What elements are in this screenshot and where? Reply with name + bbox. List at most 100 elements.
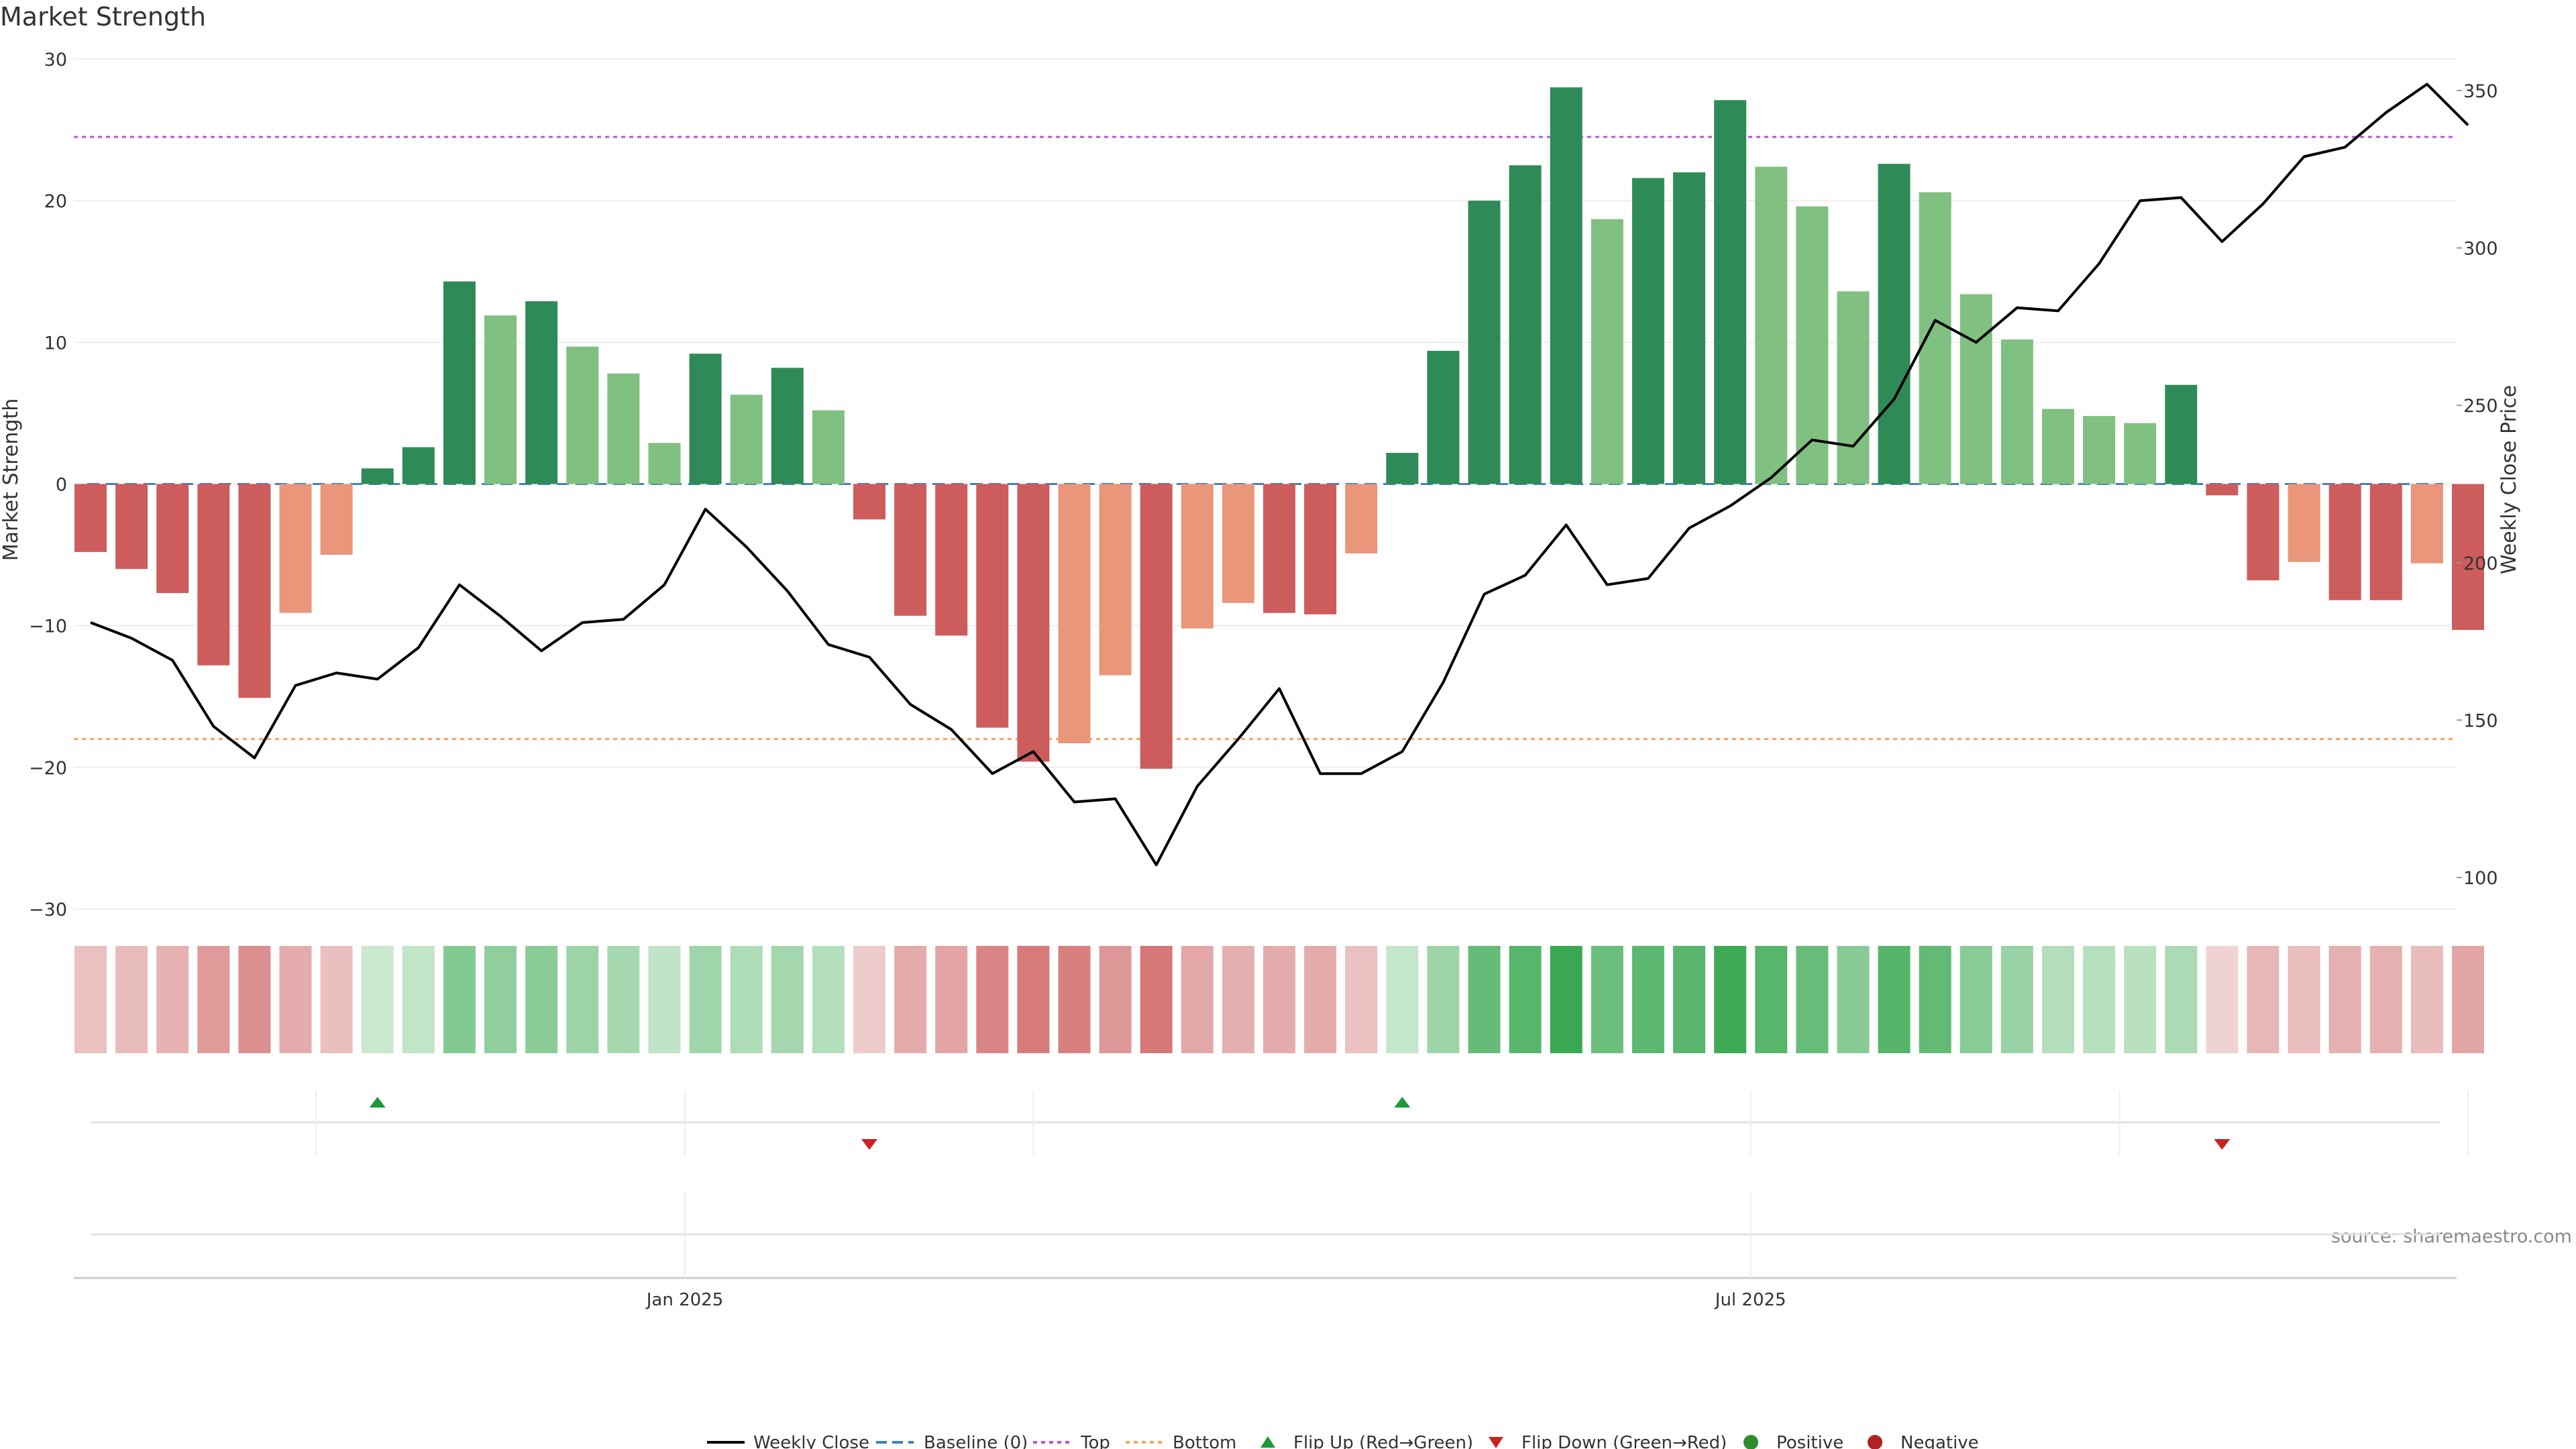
strength-bar bbox=[1591, 219, 1623, 484]
strength-bar bbox=[1468, 201, 1501, 484]
legend-label: Negative bbox=[1900, 1433, 1979, 1449]
strength-bar bbox=[1960, 294, 1992, 484]
right-axis-label: Weekly Close Price bbox=[2498, 385, 2521, 574]
strength-bar bbox=[2041, 409, 2074, 484]
legend-flip-up-marker bbox=[1260, 1436, 1275, 1448]
legend-dot-marker bbox=[1743, 1435, 1758, 1449]
heat-cell bbox=[361, 946, 394, 1053]
heat-cell bbox=[1058, 946, 1091, 1053]
heat-cell bbox=[1878, 946, 1911, 1053]
heat-cell bbox=[689, 946, 722, 1053]
strength-bar bbox=[1304, 484, 1337, 614]
legend-label: Baseline (0) bbox=[924, 1433, 1028, 1449]
strength-bar bbox=[2247, 484, 2279, 581]
strength-bar bbox=[1673, 172, 1706, 484]
strength-bar bbox=[2369, 484, 2402, 600]
right-tick-label: 300 bbox=[2463, 239, 2498, 260]
legend-label: Positive bbox=[1776, 1433, 1843, 1449]
strength-bars bbox=[74, 87, 2484, 769]
heat-cell bbox=[730, 946, 763, 1053]
right-tick-label: 150 bbox=[2463, 710, 2498, 731]
strength-bar bbox=[1181, 484, 1214, 629]
heat-cell bbox=[1468, 946, 1501, 1053]
legend-dot-marker bbox=[1868, 1435, 1882, 1449]
heat-cell bbox=[2206, 946, 2239, 1053]
heat-cell bbox=[2369, 946, 2402, 1053]
left-tick-label: 20 bbox=[44, 191, 67, 212]
heat-cell bbox=[2000, 946, 2033, 1053]
left-tick-label: −30 bbox=[29, 900, 67, 920]
heat-cell bbox=[935, 946, 968, 1053]
left-axis-label: Market Strength bbox=[0, 398, 23, 561]
source-credit: source: sharemaestro.com bbox=[2331, 1226, 2572, 1247]
strength-bar bbox=[320, 484, 353, 555]
flip-events-panel bbox=[91, 1090, 2469, 1236]
strength-bar bbox=[443, 281, 476, 484]
heat-cell bbox=[1345, 946, 1378, 1053]
heat-cell bbox=[1714, 946, 1747, 1053]
strength-bar bbox=[812, 410, 845, 484]
heat-cell bbox=[2452, 946, 2484, 1053]
strength-bar bbox=[402, 447, 435, 484]
left-tick-label: 0 bbox=[56, 475, 67, 496]
strength-bar bbox=[1550, 87, 1582, 484]
x-tick-label: Jul 2025 bbox=[1714, 1290, 1786, 1310]
legend: Weekly Close Baseline (0) Top Bottom Flip Up… bbox=[707, 1433, 1979, 1449]
strength-bar bbox=[1509, 165, 1542, 484]
heat-cell bbox=[1304, 946, 1337, 1053]
heat-cell bbox=[197, 946, 230, 1053]
heat-cell bbox=[1263, 946, 1295, 1053]
heat-cell bbox=[2124, 946, 2157, 1053]
heat-cell bbox=[2247, 946, 2279, 1053]
heat-cell bbox=[1427, 946, 1460, 1053]
left-tick-label: 30 bbox=[44, 50, 67, 70]
right-tick-label: 250 bbox=[2463, 396, 2498, 417]
strength-bar bbox=[115, 484, 148, 570]
strength-bar bbox=[2452, 484, 2484, 631]
heat-cell bbox=[1919, 946, 1951, 1053]
heat-cell bbox=[1509, 946, 1542, 1053]
left-tick-label: 10 bbox=[44, 333, 67, 354]
strength-bar bbox=[730, 394, 763, 484]
heat-cell bbox=[238, 946, 271, 1053]
strength-bar bbox=[484, 315, 517, 484]
strength-bar bbox=[1714, 100, 1747, 484]
heat-cell bbox=[74, 946, 107, 1053]
heat-cell bbox=[1140, 946, 1173, 1053]
strength-bar bbox=[279, 484, 312, 613]
heat-cell bbox=[115, 946, 148, 1053]
heat-cell bbox=[2288, 946, 2320, 1053]
strength-bar bbox=[935, 484, 968, 636]
flip-up-marker bbox=[369, 1097, 386, 1108]
flip-down-marker bbox=[2214, 1139, 2231, 1150]
strength-heat-strip bbox=[74, 946, 2484, 1053]
heat-cell bbox=[976, 946, 1009, 1053]
date-axis: Jan 2025 Jul 2025 bbox=[74, 1193, 2457, 1310]
strength-bar bbox=[1263, 484, 1295, 613]
heat-cell bbox=[894, 946, 927, 1053]
right-tick-label: 200 bbox=[2463, 553, 2498, 574]
strength-bar bbox=[894, 484, 927, 616]
strength-bar bbox=[689, 354, 722, 484]
heat-cell bbox=[771, 946, 804, 1053]
heat-cell bbox=[484, 946, 517, 1053]
strength-bar bbox=[238, 484, 271, 698]
heat-cell bbox=[607, 946, 640, 1053]
chart-title: Market Strength bbox=[0, 2, 206, 32]
strength-bar bbox=[74, 484, 107, 552]
strength-bar bbox=[361, 468, 394, 484]
heat-cell bbox=[1181, 946, 1214, 1053]
heat-cell bbox=[1631, 946, 1664, 1053]
heat-cell bbox=[279, 946, 312, 1053]
heat-cell bbox=[1591, 946, 1623, 1053]
heat-cell bbox=[1017, 946, 1050, 1053]
heat-cell bbox=[1099, 946, 1132, 1053]
strength-bar bbox=[1345, 484, 1378, 553]
legend-label: Top bbox=[1080, 1433, 1110, 1449]
flip-down-marker bbox=[861, 1139, 877, 1150]
strength-bar bbox=[1386, 453, 1419, 484]
strength-bar bbox=[1140, 484, 1173, 769]
